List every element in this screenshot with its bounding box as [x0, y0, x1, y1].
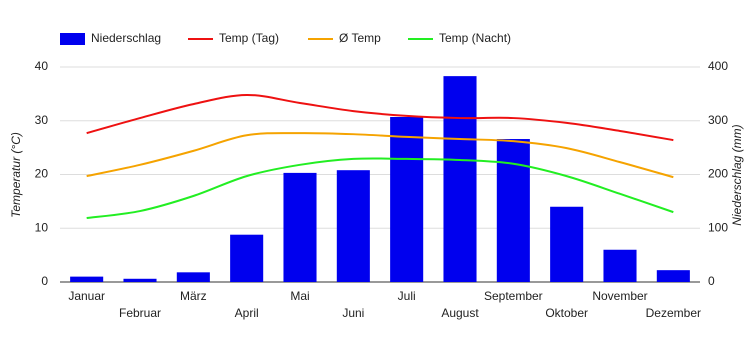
legend-label: Ø Temp — [339, 31, 381, 45]
line — [86, 93, 674, 142]
legend-label: Niederschlag — [91, 31, 161, 45]
bar — [70, 276, 104, 282]
bar — [390, 116, 424, 282]
bar — [496, 139, 530, 282]
bar — [230, 234, 264, 282]
line — [86, 132, 674, 179]
y-tick-label: 40 — [35, 59, 49, 73]
x-tick-label: Februar — [119, 306, 161, 320]
y-tick-label: 0 — [41, 274, 48, 288]
x-tick-label: August — [441, 306, 479, 320]
bar — [176, 272, 210, 282]
x-tick-label: Januar — [68, 289, 105, 303]
x-tick-label: März — [180, 289, 207, 303]
y2-tick-label: 300 — [708, 113, 728, 127]
x-tick-label: April — [235, 306, 259, 320]
y2-tick-label: 0 — [708, 274, 715, 288]
y2-tick-label: 200 — [708, 167, 728, 181]
x-tick-label: September — [484, 289, 543, 303]
bar — [656, 270, 690, 282]
x-tick-label: Oktober — [545, 306, 588, 320]
x-tick-label: Mai — [290, 289, 309, 303]
y-axis-title: Temperatur (°C) — [9, 132, 23, 218]
legend-label: Temp (Tag) — [219, 31, 279, 45]
x-tick-label: November — [592, 289, 647, 303]
y-tick-label: 30 — [35, 113, 49, 127]
y2-tick-label: 100 — [708, 220, 728, 234]
x-tick-label: Dezember — [646, 306, 701, 320]
bar — [123, 278, 157, 282]
bar — [550, 206, 584, 282]
x-tick-label: Juni — [342, 306, 364, 320]
bar — [336, 170, 370, 282]
line — [86, 157, 674, 220]
y2-tick-label: 400 — [708, 59, 728, 73]
legend-swatch — [60, 33, 85, 45]
bar — [283, 172, 317, 282]
y-tick-label: 20 — [35, 167, 49, 181]
y-tick-label: 10 — [35, 220, 49, 234]
x-tick-label: Juli — [398, 289, 416, 303]
bar — [603, 249, 637, 282]
legend-label: Temp (Nacht) — [439, 31, 511, 45]
y2-axis-title: Niederschlag (mm) — [730, 124, 744, 225]
bar — [443, 76, 477, 282]
